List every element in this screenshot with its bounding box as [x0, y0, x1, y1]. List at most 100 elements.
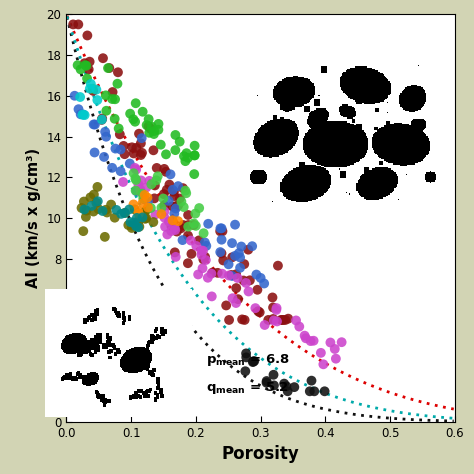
Point: [245, 288, 252, 295]
Point: [144, 204, 152, 211]
Point: [99, 55, 107, 62]
Text: p$_{\mathregular{mean}}$ = 3.8: p$_{\mathregular{mean}}$ = 3.8: [296, 156, 380, 172]
Point: [219, 270, 226, 277]
Point: [104, 64, 112, 72]
Point: [252, 304, 259, 312]
Point: [82, 207, 90, 214]
Point: [128, 144, 136, 151]
Point: [82, 62, 89, 69]
Point: [139, 199, 146, 207]
Point: [246, 276, 254, 284]
Point: [90, 87, 97, 95]
Point: [81, 111, 89, 119]
Point: [264, 316, 272, 324]
Point: [237, 243, 245, 250]
Point: [133, 214, 141, 222]
Point: [277, 316, 285, 324]
Point: [228, 272, 236, 280]
Point: [283, 383, 290, 390]
Point: [217, 248, 224, 256]
Point: [69, 21, 77, 28]
Point: [159, 195, 167, 202]
Point: [171, 224, 178, 231]
Point: [228, 254, 236, 261]
Point: [155, 126, 162, 134]
Point: [200, 255, 207, 263]
Point: [143, 121, 150, 129]
Point: [169, 217, 176, 225]
Point: [228, 239, 236, 247]
Point: [331, 345, 338, 353]
Point: [240, 277, 247, 284]
Point: [89, 85, 96, 92]
Point: [284, 387, 292, 395]
Point: [150, 146, 157, 154]
Point: [167, 227, 175, 235]
Point: [107, 201, 115, 209]
Point: [79, 111, 86, 118]
Point: [176, 138, 183, 146]
Point: [92, 86, 100, 93]
Point: [295, 323, 303, 330]
Point: [174, 182, 182, 190]
Point: [191, 142, 199, 149]
Point: [145, 115, 153, 123]
Point: [138, 134, 146, 142]
Point: [161, 223, 169, 230]
Point: [198, 251, 205, 258]
Point: [179, 184, 187, 192]
Point: [270, 382, 278, 389]
Point: [184, 221, 192, 229]
Point: [201, 238, 209, 246]
Point: [137, 139, 145, 147]
Point: [171, 192, 178, 200]
Point: [113, 206, 120, 214]
Point: [81, 59, 88, 67]
Point: [127, 219, 134, 226]
Point: [327, 339, 334, 346]
Point: [180, 152, 188, 160]
Point: [292, 317, 300, 324]
Point: [237, 264, 244, 272]
Point: [317, 349, 325, 356]
Point: [164, 231, 171, 238]
Point: [180, 203, 188, 211]
Point: [269, 315, 277, 323]
Point: [338, 338, 346, 346]
Point: [198, 247, 205, 255]
Point: [118, 210, 125, 218]
Point: [208, 292, 216, 300]
Point: [172, 202, 180, 210]
Point: [178, 198, 185, 205]
Point: [242, 279, 250, 287]
Point: [232, 271, 240, 278]
Point: [232, 284, 240, 292]
Point: [217, 228, 224, 235]
Point: [85, 65, 92, 73]
Point: [217, 225, 224, 232]
Point: [145, 122, 152, 130]
Point: [132, 222, 140, 230]
Point: [109, 164, 116, 172]
Point: [133, 187, 140, 195]
Point: [120, 142, 128, 150]
Point: [142, 214, 150, 222]
Point: [82, 213, 90, 221]
Point: [190, 221, 198, 229]
Point: [194, 271, 202, 278]
Point: [228, 271, 235, 279]
Point: [167, 171, 174, 178]
Point: [117, 146, 124, 153]
Point: [132, 176, 140, 184]
Point: [273, 304, 280, 312]
Point: [165, 197, 173, 205]
Point: [151, 195, 158, 202]
Point: [280, 380, 288, 387]
Point: [163, 186, 171, 193]
Point: [172, 205, 180, 212]
Point: [225, 261, 232, 268]
Point: [106, 64, 113, 72]
Point: [270, 317, 278, 324]
Point: [225, 316, 233, 324]
Point: [191, 152, 198, 159]
